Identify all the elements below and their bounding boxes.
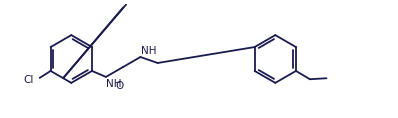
Text: NH: NH <box>106 79 122 89</box>
Text: NH: NH <box>140 46 156 56</box>
Text: Cl: Cl <box>23 75 34 85</box>
Text: O: O <box>116 81 124 91</box>
